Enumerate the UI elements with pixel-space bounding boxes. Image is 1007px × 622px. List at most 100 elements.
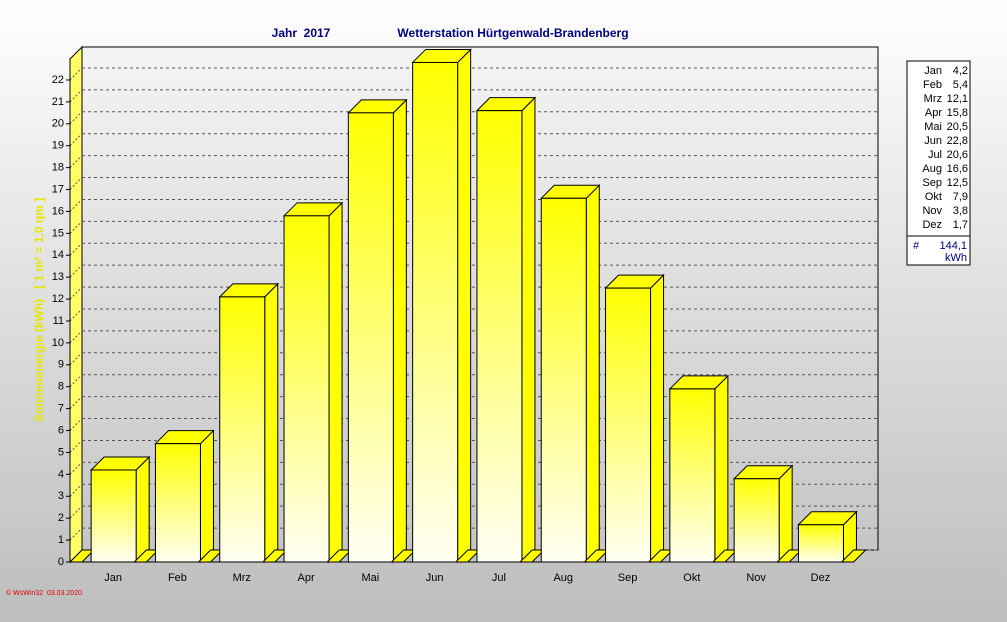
grid-line-side <box>69 374 83 388</box>
total-value: 144,1 <box>939 240 967 252</box>
bar-side <box>135 455 150 564</box>
y-tick-label: 16 <box>52 205 64 217</box>
y-tick-label: 9 <box>58 359 64 371</box>
x-tick-label: Jan <box>104 572 122 584</box>
legend-month: Apr <box>925 107 942 119</box>
x-tick-label: Dez <box>811 572 831 584</box>
y-tick-label: 5 <box>58 446 64 458</box>
bar-side <box>457 48 472 564</box>
legend-month: Sep <box>922 177 942 189</box>
bar-side <box>778 464 793 564</box>
x-tick-label: Apr <box>297 572 314 584</box>
y-tick-label: 3 <box>58 490 64 502</box>
bar <box>605 287 652 563</box>
bar <box>283 215 330 563</box>
x-tick-label: Mrz <box>233 572 251 584</box>
y-tick-label: 11 <box>53 315 64 327</box>
legend-value: 5,4 <box>953 79 968 91</box>
grid-line-side <box>69 440 83 453</box>
bar-side <box>392 98 407 564</box>
bar <box>476 110 523 563</box>
y-tick-label: 4 <box>58 468 64 480</box>
grid-line-side <box>69 483 83 497</box>
grid-line-side <box>69 111 83 125</box>
y-tick-label: 15 <box>52 227 64 239</box>
legend-value: 4,2 <box>953 65 968 77</box>
grid-line-side <box>69 352 83 366</box>
y-tick-label: 8 <box>58 381 64 393</box>
y-tick-label: 1 <box>58 534 64 546</box>
bar <box>669 388 716 563</box>
grid-line-side <box>69 155 83 168</box>
x-tick-label: Nov <box>746 572 766 584</box>
bar <box>154 443 201 563</box>
legend-value: 7,9 <box>953 191 968 203</box>
grid-line-side <box>69 396 83 409</box>
y-tick-label: 10 <box>52 337 64 349</box>
grid-line-side <box>69 177 83 190</box>
y-tick-label: 20 <box>52 118 64 130</box>
x-tick-label: Jul <box>492 572 506 584</box>
bar <box>412 61 459 563</box>
total-unit: kWh <box>945 252 967 264</box>
grid-line-side <box>69 286 83 300</box>
grid-line-side <box>69 505 83 519</box>
bar-side <box>585 184 600 564</box>
y-tick-label: 21 <box>52 96 64 108</box>
x-tick-label: Feb <box>168 572 187 584</box>
bar <box>347 112 394 563</box>
x-tick-label: Jun <box>426 572 444 584</box>
y-tick-label: 6 <box>58 424 64 436</box>
bar-side <box>714 374 729 564</box>
legend-value: 16,6 <box>947 163 968 175</box>
grid-line-side <box>69 133 83 147</box>
bar-side <box>328 201 343 564</box>
y-tick-label: 0 <box>58 556 64 568</box>
legend-month: Mrz <box>924 93 942 105</box>
legend-month: Nov <box>922 205 942 217</box>
grid-line-side <box>69 462 83 475</box>
y-tick-label: 19 <box>52 140 64 152</box>
y-tick-label: 2 <box>58 512 64 524</box>
legend-value: 12,1 <box>947 93 968 105</box>
bar-side <box>521 96 536 564</box>
left-wall <box>69 45 83 564</box>
bar <box>797 524 844 563</box>
chart-period: Jahr 2017 <box>272 26 331 40</box>
legend-value: 22,8 <box>947 135 968 147</box>
legend-value: 15,8 <box>947 107 968 119</box>
grid-line-side <box>69 308 83 322</box>
bar <box>733 478 780 563</box>
grid-line-side <box>69 527 83 541</box>
legend-month: Mai <box>924 121 942 133</box>
legend-value: 20,5 <box>947 121 968 133</box>
y-tick-label: 14 <box>52 249 64 261</box>
bar-side <box>650 273 665 564</box>
x-tick-label: Mai <box>361 572 379 584</box>
bar-side <box>264 282 279 564</box>
y-tick-label: 22 <box>52 74 64 86</box>
legend-value: 1,7 <box>953 219 968 231</box>
x-tick-label: Okt <box>683 572 700 584</box>
grid-line-side <box>69 242 83 256</box>
legend-month: Feb <box>923 79 942 91</box>
grid-line-side <box>69 220 83 234</box>
legend-month: Jun <box>924 135 942 147</box>
legend-value: 3,8 <box>953 205 968 217</box>
chart-title: Wetterstation Hürtgenwald-Brandenberg <box>397 26 628 40</box>
grid-line-side <box>69 89 83 103</box>
x-tick-label: Aug <box>553 572 573 584</box>
y-tick-label: 13 <box>52 271 64 283</box>
grid-line-side <box>69 330 83 344</box>
legend-month: Dez <box>922 219 942 231</box>
bar <box>90 469 137 563</box>
bar <box>540 197 587 563</box>
legend-month: Jan <box>924 65 942 77</box>
grid-line-side <box>69 264 83 278</box>
legend-month: Aug <box>922 163 942 175</box>
footer: © WsWin32 03.03.2020 <box>6 589 82 597</box>
y-axis-label: Sonnenenergie (kWh) [ 1 m² = 1.0 qm ] <box>32 198 46 422</box>
grid-line-side <box>69 199 83 212</box>
bar-side <box>199 429 214 564</box>
